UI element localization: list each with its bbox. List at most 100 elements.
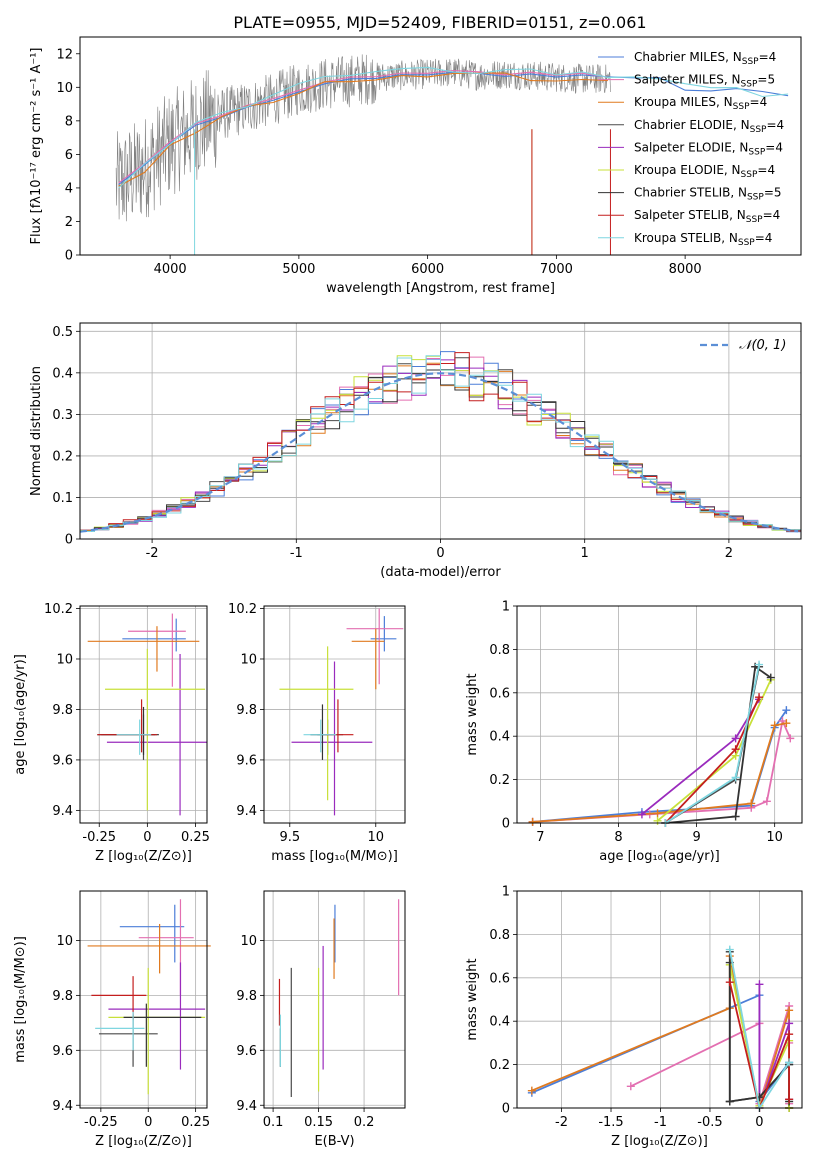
legend-entry: Kroupa ELODIE, NSSP=4 [634,163,775,180]
age_vs_Z-plot-area [87,613,207,816]
model-spectrum-line [118,72,608,187]
legend-subscript: SSP [747,193,764,203]
age_vs_Z-frame [79,605,208,824]
x-tick-label: 0.2 [354,1115,375,1130]
mass_vs_ebv-plot-area [278,899,400,1098]
x-tick-label: -2 [146,546,159,561]
y-axis-label: Flux [fλ10⁻¹⁷ erg cm⁻² s⁻¹ A⁻¹] [29,48,44,245]
weight-marker [785,1030,794,1039]
weight-marker [755,980,764,989]
y-tick-label: 9.8 [236,989,257,1004]
legend-subscript: SSP [738,238,755,248]
legend-entry: Chabrier STELIB, NSSP=5 [634,186,782,203]
x-tick-label: 7000 [540,262,573,277]
weight-marker [782,706,791,715]
legend-entry: Kroupa MILES, NSSP=4 [634,95,767,112]
weight-marker [762,797,771,806]
weight-line [665,665,772,824]
y-tick-label: 0.5 [52,325,73,340]
model-spectrum-line [118,70,608,184]
y-axis-label: age [log₁₀(age/yr)] [13,654,28,775]
x-tick-label: 7 [536,830,544,845]
legend-suffix: =4 [766,118,784,132]
weight-marker [731,812,740,821]
weight-marker [731,773,740,782]
x-tick-label: -0.25 [82,830,116,845]
weight_vs_age-plot-area [528,660,795,827]
y-tick-label: 10 [240,652,257,667]
weight-marker [770,721,779,730]
y-tick-label: 0.8 [489,928,510,943]
y-axis-label: mass weight [465,958,480,1040]
weight-marker [785,1006,794,1015]
x-tick-label: 0.15 [304,1115,333,1130]
legend-entry: Salpeter ELODIE, NSSP=4 [634,140,783,157]
mass_vs_Z-frame [79,890,208,1109]
legend-subscript: SSP [733,102,750,112]
y-tick-label: 0 [65,533,73,548]
y-tick-label: 6 [65,148,73,163]
legend-suffix: =4 [750,95,768,109]
histogram-step [80,355,801,532]
y-tick-label: 9.4 [52,804,73,819]
y-tick-label: 9.4 [236,804,257,819]
weight_vs_Z-frame [516,890,803,1109]
x-axis-label: E(B-V) [314,1134,354,1149]
weight-marker [755,660,764,669]
x-tick-label: 8000 [669,262,702,277]
weight-marker [766,673,775,682]
legend-entry: Chabrier ELODIE, NSSP=4 [634,118,784,135]
weight-line [641,698,760,815]
legend-label: Salpeter MILES, N [634,73,741,87]
x-tick-label: 10 [766,830,783,845]
y-tick-label: 1 [502,600,510,615]
weight-marker [785,1019,794,1028]
y-tick-label: 0.3 [52,408,73,423]
weight-line [728,981,790,1111]
spectrum-panel: 4000 5000 6000 7000 8000 0 2 4 6 8 10 12 wavelength … [29,36,802,296]
legend-entry: 𝒩(0, 1) [739,338,786,353]
y-tick-label: 2 [65,215,73,230]
x-tick-label: 0 [755,1115,763,1130]
figure-title: PLATE=0955, MJD=52409, FIBERID=0151, z=0… [233,13,646,32]
weight-marker [731,745,740,754]
x-tick-label: -1 [654,1115,667,1130]
legend-subscript: SSP [750,125,767,135]
x-axis-label: age [log₁₀(age/yr)] [599,849,720,864]
x-tick-label: -0.25 [84,1115,118,1130]
weight_vs_age-frame [516,605,803,824]
y-tick-label: 0.4 [52,366,73,381]
weight-marker [528,817,537,826]
spectrum-frame [79,36,802,256]
mass_vs_ebv-panel: 0.1 0.15 0.2 9.4 9.6 9.8 10 E(B-V) [236,890,406,1149]
y-tick-label: 0.2 [489,773,510,788]
weight_vs_Z-panel: -2 -1.5 -1 -0.5 0 0 0.2 0.4 0.6 0.8 1 Z [log₁₀(Z/Z⊙… [465,885,803,1149]
y-tick-label: 9.8 [236,703,257,718]
x-tick-label: 0 [436,546,444,561]
y-tick-label: 0.6 [489,971,510,986]
residuals-frame [79,322,802,540]
weight-marker [653,809,662,818]
weight-marker [755,693,764,702]
x-tick-label: 10 [367,830,384,845]
age_vs_mass-plot-area [279,608,404,816]
x-tick-label: 8 [614,830,622,845]
weight-marker [786,734,795,743]
x-tick-label: 5000 [282,262,315,277]
legend-suffix: =4 [755,231,773,245]
weight-marker [725,1097,734,1106]
y-tick-label: 0 [502,817,510,832]
y-tick-label: 1 [502,885,510,900]
y-tick-label: 9.6 [52,753,73,768]
residuals-plot-area [79,351,801,533]
weight-marker [747,799,756,808]
x-tick-label: 1 [581,546,589,561]
legend-entry: Salpeter STELIB, NSSP=4 [634,208,780,225]
weight-marker [725,945,734,954]
y-tick-label: 0.4 [489,1015,510,1030]
x-tick-label: 9.5 [279,830,300,845]
y-tick-label: 8 [65,114,73,129]
legend-suffix: =4 [757,163,775,177]
normal-curve [79,372,799,533]
